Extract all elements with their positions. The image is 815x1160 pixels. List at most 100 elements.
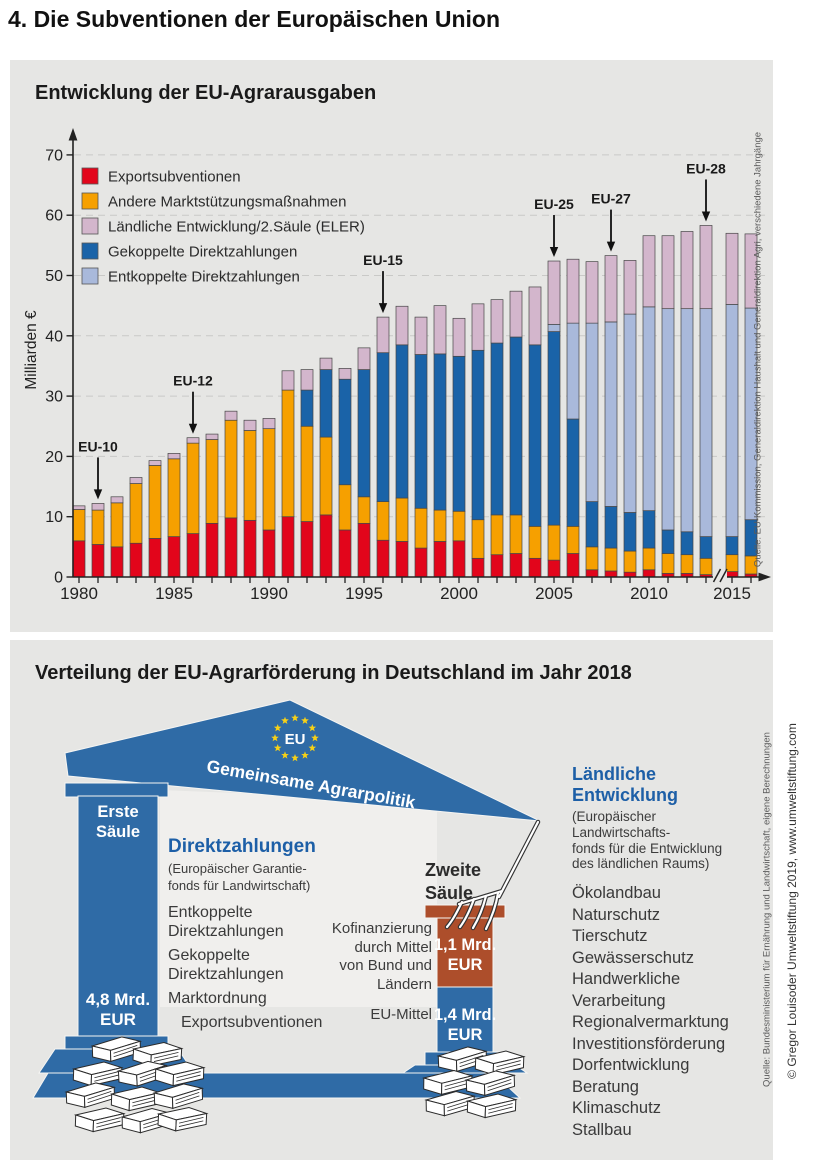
annotation-eu-28: EU-28 — [686, 160, 726, 222]
bar-1985 — [167, 453, 181, 578]
stacked-bar-chart: 0 10 20 30 40 50 60 70 1980 1985 1990 1995 2000 2005 2… — [23, 128, 771, 603]
bar-2002 — [490, 299, 504, 578]
rural-development-item: Dorfentwicklung — [572, 1056, 690, 1075]
first-pillar-amount-line2: EUR — [100, 1010, 136, 1029]
legend-item: Ländliche Entwicklung/2.Säule (ELER) — [81, 217, 365, 236]
subheading-line: fonds für Landwirtschaft) — [168, 877, 311, 893]
eu-label: EU — [285, 731, 306, 748]
chart-source-note: Quelle: EU-Kommission, Generaldirektion … — [752, 131, 764, 568]
rural-development-item: Tierschutz — [572, 927, 648, 946]
bar-1999 — [433, 305, 447, 578]
svg-text:70: 70 — [45, 147, 63, 164]
x-tick-1990: 1990 — [250, 584, 288, 603]
svg-text:EU-28: EU-28 — [686, 160, 726, 176]
svg-text:EU-10: EU-10 — [78, 438, 118, 454]
bar-2013 — [699, 225, 713, 578]
bar-2000 — [452, 317, 466, 578]
bar-1990 — [262, 418, 276, 578]
subheading-line: (Europäischer Garantie- — [168, 861, 307, 876]
bar-2011 — [661, 235, 675, 578]
diagram-panel: Verteilung der EU-Agrarförderung in Deut… — [10, 640, 773, 1160]
bar-1991 — [281, 370, 295, 578]
eu-funds-label: EU-Mittel — [370, 1006, 432, 1023]
legend-item: Entkoppelte Direktzahlungen — [81, 267, 300, 286]
svg-text:EU-12: EU-12 — [173, 373, 213, 389]
svg-text:Exportsubventionen: Exportsubventionen — [108, 169, 241, 186]
svg-text:Ländliche Entwicklung/2.Säule: Ländliche Entwicklung/2.Säule (ELER) — [108, 219, 365, 236]
x-tick-1980: 1980 — [60, 584, 98, 603]
direct-payment-item: Exportsubventionen — [181, 1014, 323, 1031]
subheading-line: (Europäischer Landwirtschafts- — [572, 809, 671, 840]
first-pillar-amount-line1: 4,8 Mrd. — [86, 990, 150, 1009]
page-title: 4. Die Subventionen der Europäischen Uni… — [8, 6, 501, 32]
bar-2012 — [680, 231, 694, 578]
bar-1984 — [148, 460, 162, 578]
rural-development-subheading: (Europäischer Landwirtschafts-fonds für … — [572, 809, 756, 872]
bar-2003 — [509, 290, 523, 578]
x-tick-2015: 2015 — [713, 584, 751, 603]
bar-2010 — [642, 235, 656, 578]
copyright-note: © Gregor Louisoder Umweltstiftung 2019, … — [785, 723, 799, 1079]
svg-text:EU-27: EU-27 — [591, 191, 631, 207]
bar-1980 — [72, 505, 86, 578]
cap-structure-diagram: EU Gemeinsame Agrarpolitik Erste Säule 4… — [32, 699, 541, 1134]
annotation-eu-25: EU-25 — [534, 196, 574, 258]
bar-2016 — [744, 233, 758, 578]
svg-text:60: 60 — [45, 208, 63, 225]
annotation-eu-10: EU-10 — [78, 438, 118, 500]
bar-1988 — [224, 410, 238, 578]
rural-development-item: Stallbau — [572, 1120, 632, 1139]
rural-development-item: Klimaschutz — [572, 1099, 661, 1118]
chart-panel: Entwicklung der EU-Agrarausgaben 0 10 20 30… — [10, 60, 773, 632]
svg-text:Andere Marktstützungsmaßnahmen: Andere Marktstützungsmaßnahmen — [108, 194, 346, 211]
money-stack-second-pillar — [423, 1045, 525, 1120]
second-pillar-cofinance-amount-line1: 1,1 Mrd. — [434, 936, 496, 954]
x-tick-1995: 1995 — [345, 584, 383, 603]
rural-development-item: Investitionsförderung — [572, 1034, 726, 1053]
annotation-eu-27: EU-27 — [591, 191, 631, 252]
subheading-line: des ländlichen Raums) — [572, 856, 710, 872]
direct-payments-block: Direktzahlungen (Europäischer Garantie-f… — [168, 836, 383, 1037]
bar-2015 — [725, 232, 739, 578]
legend-item: Exportsubventionen — [81, 167, 241, 186]
bar-1981 — [91, 503, 105, 578]
x-tick-2010: 2010 — [630, 584, 668, 603]
rural-development-item: Naturschutz — [572, 905, 661, 924]
svg-text:Entkoppelte Direktzahlungen: Entkoppelte Direktzahlungen — [108, 269, 300, 286]
house-wall — [160, 790, 437, 1007]
cofinance-line: von Bund und — [339, 957, 432, 974]
cofinance-line: durch Mittel — [354, 938, 432, 956]
annotation-eu-15: EU-15 — [363, 252, 403, 314]
bar-1989 — [243, 419, 257, 578]
bar-1993 — [319, 357, 333, 578]
bar-1987 — [205, 433, 219, 578]
svg-text:0: 0 — [54, 570, 63, 587]
bar-2008 — [604, 255, 618, 578]
bar-1998 — [414, 316, 428, 578]
annotation-eu-12: EU-12 — [173, 373, 213, 434]
svg-text:Gekoppelte Direktzahlungen: Gekoppelte Direktzahlungen — [108, 244, 297, 261]
y-axis-label: Milliarden € — [23, 310, 40, 390]
bar-1986 — [186, 437, 200, 578]
svg-text:EU-15: EU-15 — [363, 252, 403, 268]
rural-development-item: Regionalvermarktung — [572, 1013, 729, 1032]
eu-stars-circle — [271, 714, 319, 762]
direct-payment-item: Entkoppelte Direktzahlungen — [168, 904, 284, 940]
pitchfork-icon — [444, 819, 541, 932]
first-pillar-name-line2: Säule — [96, 823, 140, 841]
bar-2009 — [623, 260, 637, 578]
rural-development-item: Ökolandbau — [572, 884, 661, 903]
bar-1983 — [129, 477, 143, 578]
legend-item: Andere Marktstützungsmaßnahmen — [81, 192, 346, 211]
first-pillar-name-line1: Erste — [97, 803, 138, 821]
subheading-line: fonds für die Entwicklung — [572, 840, 723, 856]
bar-1994 — [338, 368, 352, 578]
svg-text:20: 20 — [45, 449, 63, 466]
bar-2001 — [471, 303, 485, 578]
direct-payments-heading: Direktzahlungen — [168, 836, 316, 857]
x-tick-2005: 2005 — [535, 584, 573, 603]
svg-text:50: 50 — [45, 268, 63, 285]
second-pillar-eu-amount-line1: 1,4 Mrd. — [434, 1006, 496, 1024]
direct-payment-item: Marktordnung — [168, 990, 267, 1007]
